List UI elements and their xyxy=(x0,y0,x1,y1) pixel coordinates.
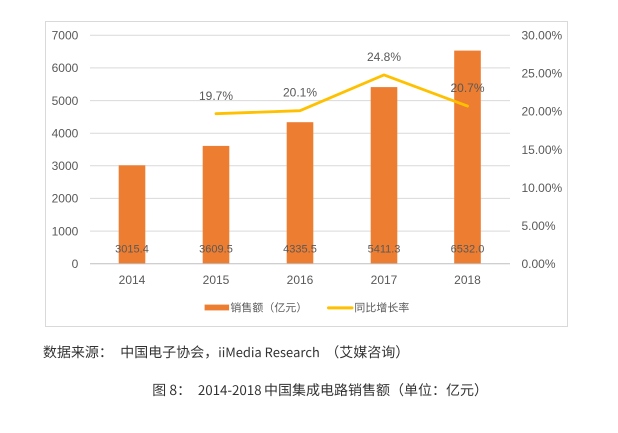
svg-text:1000: 1000 xyxy=(52,224,79,238)
svg-text:2018: 2018 xyxy=(454,273,481,287)
svg-text:7000: 7000 xyxy=(52,29,79,43)
svg-text:5.00%: 5.00% xyxy=(522,219,556,233)
svg-text:2000: 2000 xyxy=(52,192,79,206)
svg-text:5000: 5000 xyxy=(52,94,79,108)
svg-text:2014: 2014 xyxy=(119,273,146,287)
svg-text:2017: 2017 xyxy=(371,273,398,287)
svg-text:6000: 6000 xyxy=(52,61,79,75)
svg-text:15.00%: 15.00% xyxy=(522,143,563,157)
svg-text:5411.3: 5411.3 xyxy=(368,243,401,255)
svg-text:0: 0 xyxy=(72,257,79,271)
svg-text:2015: 2015 xyxy=(203,273,230,287)
svg-text:20.00%: 20.00% xyxy=(522,105,563,119)
svg-text:20.1%: 20.1% xyxy=(283,86,317,100)
svg-text:0.00%: 0.00% xyxy=(522,257,556,271)
svg-text:30.00%: 30.00% xyxy=(522,29,563,43)
svg-text:19.7%: 19.7% xyxy=(199,89,233,103)
svg-text:3000: 3000 xyxy=(52,159,79,173)
svg-text:24.8%: 24.8% xyxy=(367,50,401,64)
svg-text:2016: 2016 xyxy=(287,273,314,287)
svg-text:4335.5: 4335.5 xyxy=(283,243,317,255)
svg-text:10.00%: 10.00% xyxy=(522,181,563,195)
svg-text:25.00%: 25.00% xyxy=(522,67,563,81)
svg-text:3015.4: 3015.4 xyxy=(115,243,149,255)
svg-text:4000: 4000 xyxy=(52,127,79,141)
svg-text:3609.5: 3609.5 xyxy=(199,243,233,255)
svg-text:6532.0: 6532.0 xyxy=(451,243,485,255)
svg-text:20.7%: 20.7% xyxy=(450,81,484,95)
